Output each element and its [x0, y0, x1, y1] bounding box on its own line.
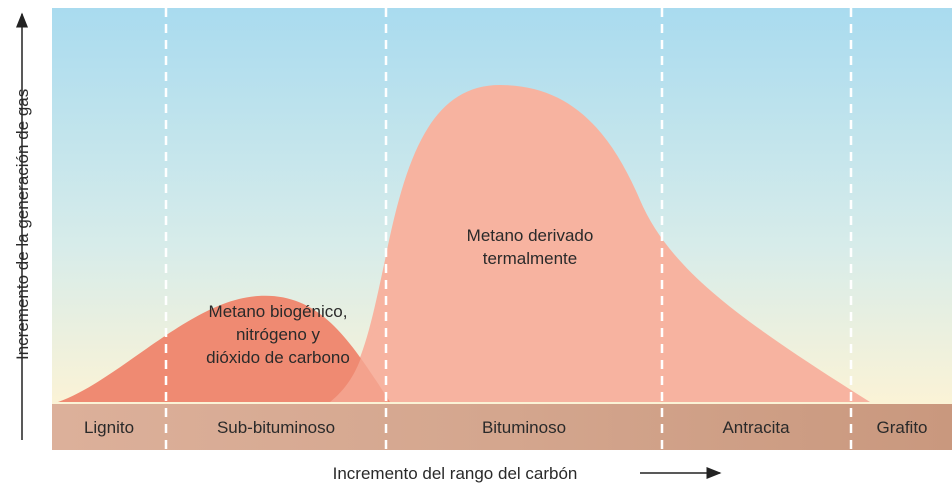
y-axis-label: Incremento de la generación de gas	[13, 89, 32, 360]
region-label: termalmente	[483, 249, 577, 268]
rank-label: Lignito	[84, 418, 134, 437]
region-label: nitrógeno y	[236, 325, 321, 344]
region-label: Metano derivado	[467, 226, 594, 245]
overlap	[330, 326, 388, 402]
x-axis-label: Incremento del rango del carbón	[333, 464, 578, 483]
region-label: dióxido de carbono	[206, 348, 350, 367]
region-labels: Metano biogénico, nitrógeno y dióxido de c…	[206, 226, 593, 367]
rank-label: Bituminoso	[482, 418, 566, 437]
biogenic-curve	[58, 295, 390, 402]
thermal-curve	[330, 85, 870, 402]
rank-label: Antracita	[722, 418, 790, 437]
region-label: Metano biogénico,	[209, 302, 348, 321]
rank-label: Sub-bituminoso	[217, 418, 335, 437]
rank-band	[52, 404, 952, 450]
dividers	[164, 8, 853, 450]
rank-label: Grafito	[876, 418, 927, 437]
